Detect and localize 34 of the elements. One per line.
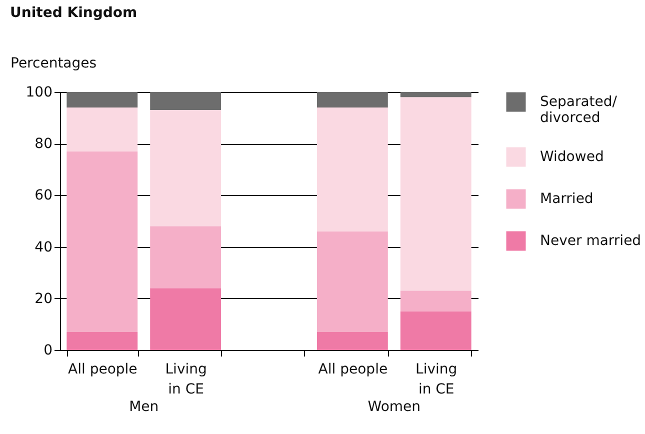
y-tick-label: 100 — [26, 84, 52, 100]
chart-title: United Kingdom — [10, 5, 138, 21]
bar — [66, 332, 138, 350]
legend-label: Married — [540, 191, 594, 207]
y-axis-title: Percentages — [10, 56, 97, 72]
legend-label: Widowed — [540, 149, 604, 165]
x-tick-label: All people — [68, 362, 138, 378]
bar — [150, 92, 222, 110]
bar — [316, 107, 388, 232]
text: Women — [368, 399, 421, 415]
y-tick-label: 80 — [34, 136, 52, 152]
bar — [66, 107, 138, 152]
bar — [150, 226, 222, 288]
y-tick-label: 20 — [34, 290, 52, 307]
bar — [150, 288, 222, 350]
x-tick-label: All people — [318, 362, 388, 378]
bar — [66, 151, 138, 332]
bar — [150, 110, 222, 226]
legend-label: Never married — [540, 233, 642, 249]
bar — [400, 311, 472, 350]
x-tick-label: Living in CE — [165, 362, 207, 398]
y-tick-label: 40 — [34, 239, 52, 256]
bar — [66, 92, 138, 108]
bar — [400, 290, 472, 312]
bar — [316, 231, 388, 332]
bar — [316, 332, 388, 350]
text: Men — [129, 399, 159, 415]
bar — [316, 92, 388, 108]
y-tick-label: 60 — [34, 188, 52, 204]
x-tick-label: Living in CE — [416, 362, 458, 398]
legend-label: Separated/divorced — [540, 94, 618, 126]
bar — [400, 92, 472, 98]
bar — [400, 97, 472, 291]
y-tick-label: 0 — [44, 342, 52, 358]
